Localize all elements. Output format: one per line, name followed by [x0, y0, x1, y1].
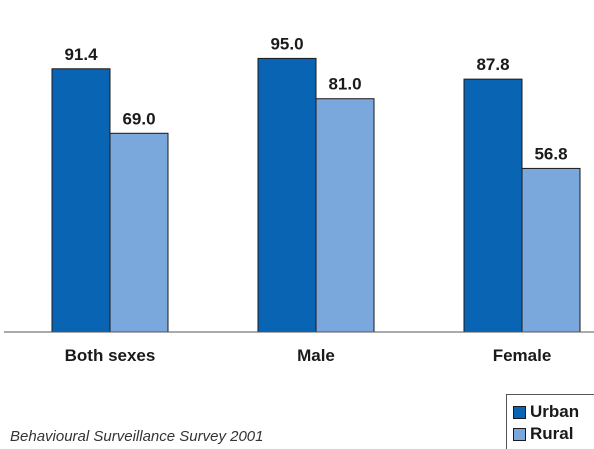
- value-label-urban-male: 95.0: [270, 34, 303, 53]
- bar-rural-both-sexes: [109, 132, 169, 333]
- bar-urban-female: [463, 78, 523, 333]
- bar-urban-male: [257, 57, 317, 333]
- value-label-urban-both-sexes: 91.4: [64, 45, 98, 64]
- legend: Urban Rural: [506, 394, 594, 449]
- bar-rural-male: [315, 98, 375, 333]
- value-label-rural-male: 81.0: [328, 75, 361, 94]
- value-label-urban-female: 87.8: [476, 55, 509, 74]
- bar-rural-female: [521, 167, 581, 333]
- legend-item-rural: Rural: [513, 423, 594, 445]
- legend-swatch-rural: [513, 427, 526, 441]
- legend-label-urban: Urban: [530, 402, 580, 421]
- category-label-male: Male: [297, 346, 335, 365]
- category-labels-group: Both sexes Male Female: [65, 346, 552, 365]
- bars-group: [51, 57, 581, 333]
- legend-label-rural: Rural: [530, 424, 574, 443]
- category-label-female: Female: [493, 346, 552, 365]
- value-label-rural-female: 56.8: [534, 144, 567, 163]
- category-label-both-sexes: Both sexes: [65, 346, 156, 365]
- legend-item-urban: Urban: [513, 401, 594, 423]
- value-labels-group: 91.4 95.0 87.8 69.0 81.0 56.8: [64, 34, 567, 163]
- value-label-rural-both-sexes: 69.0: [122, 109, 155, 128]
- legend-swatch-urban: [513, 405, 526, 419]
- source-note: Behavioural Surveillance Survey 2001: [10, 428, 264, 445]
- bar-urban-both-sexes: [51, 68, 111, 333]
